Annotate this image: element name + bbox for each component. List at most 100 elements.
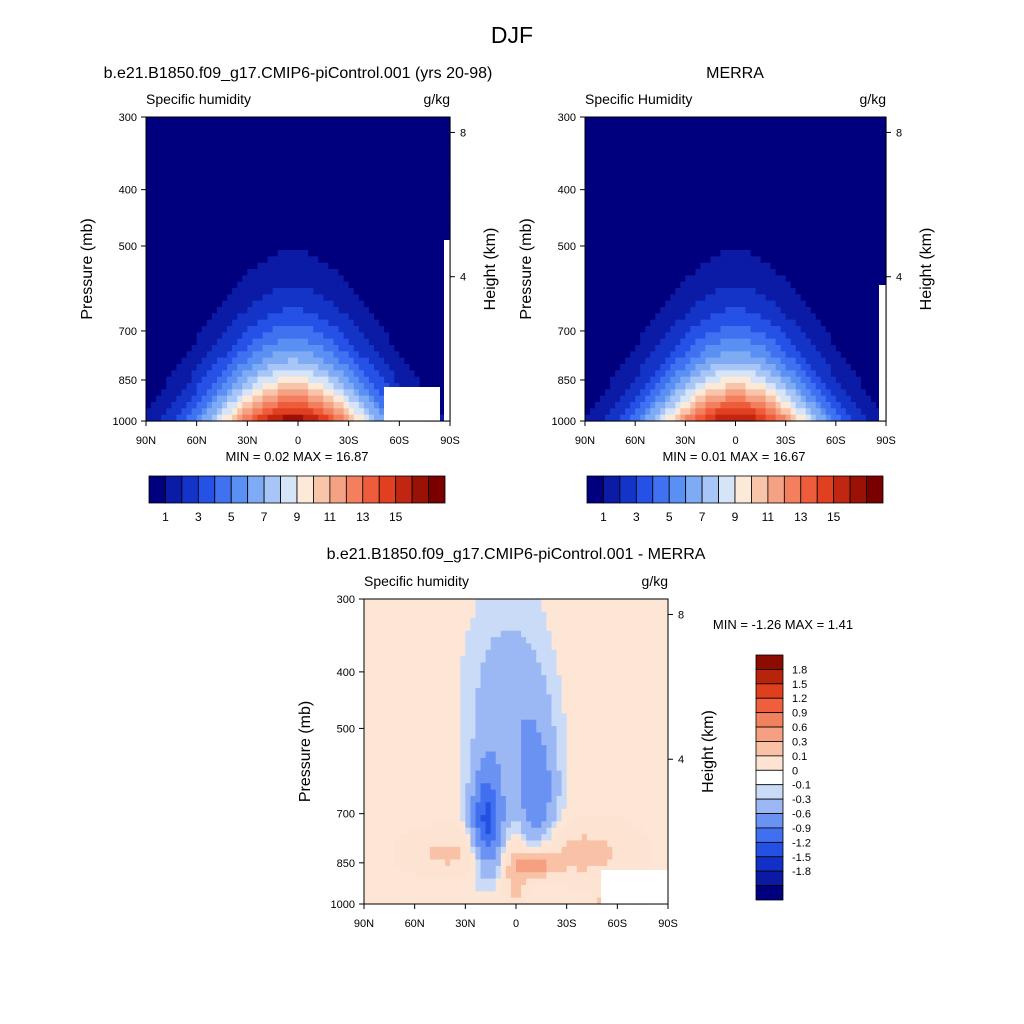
heatmap-cell [720,294,727,302]
heatmap-cell [815,288,822,295]
heatmap-cell [211,307,218,314]
heatmap-cell [272,269,279,276]
heatmap-cell [267,117,274,124]
heatmap-cell [227,117,233,124]
heatmap-cell [635,174,641,181]
heatmap-cell [206,357,213,365]
heatmap-cell [640,199,646,207]
heatmap-cell [850,142,857,150]
heatmap-cell [850,167,857,175]
heatmap-cell [151,167,157,175]
heatmap-cell [343,123,350,131]
heatmap-cell [800,205,807,213]
heatmap-cell [292,212,299,219]
heatmap-cell [840,250,847,257]
heatmap-cell [845,161,852,169]
heatmap-cell [282,370,289,378]
heatmap-cell [181,205,188,213]
heatmap-cell [625,256,631,264]
heatmap-cell [845,319,852,327]
heatmap-cell [625,180,631,188]
heatmap-cell [645,294,651,302]
heatmap-cell [201,414,208,422]
heatmap-cell [267,364,274,371]
heatmap-cell [201,288,208,295]
heatmap-cell [211,281,218,289]
heatmap-cell [865,319,872,327]
heatmap-cell [715,300,722,308]
heatmap-cell [730,205,737,213]
heatmap-cell [845,205,852,213]
heatmap-cell [368,275,375,283]
heatmap-cell [670,123,676,131]
heatmap-cell [404,364,411,371]
heatmap-cell [670,250,676,257]
heatmap-cell [755,142,762,150]
heatmap-cell [262,275,269,283]
heatmap-cell [635,300,641,308]
heatmap-cell [770,148,777,156]
colorbar-swatch [428,475,446,504]
heatmap-cell [670,243,676,251]
heatmap-cell [755,205,762,213]
heatmap-cell [775,224,782,232]
heatmap-cell [840,142,847,150]
heatmap-cell [216,408,223,416]
heatmap-cell [590,212,596,219]
heatmap-cell [216,193,223,200]
heatmap-cell [760,237,767,245]
heatmap-cell [252,148,259,156]
heatmap-cell [348,155,355,162]
heatmap-cell [730,161,737,169]
heatmap-cell [353,262,360,270]
heatmap-cell [303,256,309,264]
heatmap-cell [815,224,822,232]
heatmap-cell [685,319,691,327]
heatmap-cell [363,136,370,143]
heatmap-cell [222,269,228,276]
heatmap-cell [700,174,706,181]
heatmap-cell [585,186,591,194]
heatmap-cell [374,364,380,371]
heatmap-cell [670,180,676,188]
heatmap-cell [161,199,167,207]
heatmap-cell [800,136,807,143]
heatmap-cell [740,250,747,257]
heatmap-cell [262,161,269,169]
heatmap-cell [650,186,656,194]
heatmap-cell [585,199,591,207]
heatmap-cell [374,243,380,251]
heatmap-cell [805,237,812,245]
heatmap-cell [257,224,264,232]
heatmap-cell [323,364,329,371]
heatmap-cell [287,414,294,422]
heatmap-cell [665,288,671,295]
heatmap-cell [156,313,162,321]
heatmap-cell [216,345,223,352]
heatmap-cell [237,123,243,131]
heatmap-cell [358,383,365,390]
heatmap-cell [222,275,228,283]
heatmap-cell [313,237,319,245]
heatmap-cell [374,148,380,156]
heatmap-cell [590,313,596,321]
heatmap-cell [338,383,345,390]
heatmap-cell [585,288,591,295]
heatmap-cell [820,161,827,169]
heatmap-cell [865,326,872,333]
heatmap-cell [695,161,701,169]
heatmap-cell [237,351,243,359]
heatmap-cell [760,148,767,156]
heatmap-cell [770,300,777,308]
heatmap-cell [298,167,304,175]
heatmap-cell [710,167,717,175]
heatmap-cell [610,117,616,124]
heatmap-cell [830,199,837,207]
heatmap-cell [590,117,596,124]
heatmap-cell [277,142,284,150]
heatmap-cell [374,193,380,200]
heatmap-cell [146,275,152,283]
heatmap-cell [237,256,243,264]
colorbar-swatch [247,475,265,504]
